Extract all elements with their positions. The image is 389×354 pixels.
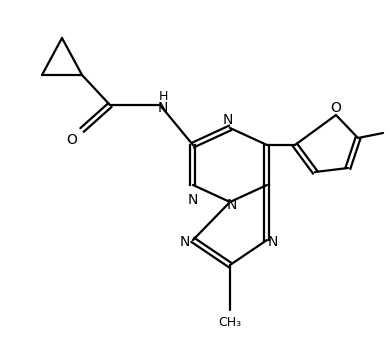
- Text: N: N: [223, 113, 233, 127]
- Text: N: N: [180, 235, 190, 249]
- Text: O: O: [67, 133, 77, 147]
- Text: N: N: [188, 193, 198, 207]
- Text: N: N: [268, 235, 278, 249]
- Text: H: H: [158, 91, 168, 103]
- Text: N: N: [227, 198, 237, 212]
- Text: N: N: [158, 101, 168, 115]
- Text: O: O: [331, 101, 342, 115]
- Text: CH₃: CH₃: [219, 315, 242, 329]
